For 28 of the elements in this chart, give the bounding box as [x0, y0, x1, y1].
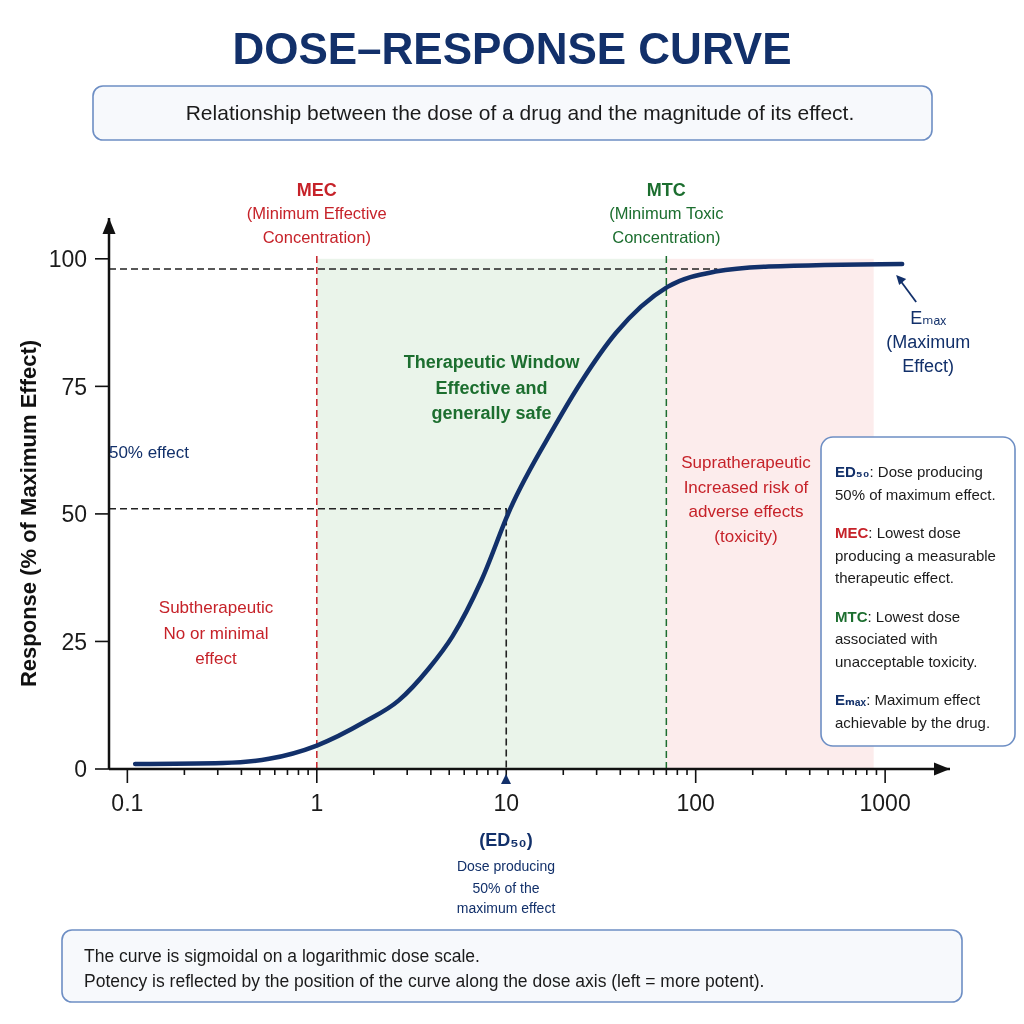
- annotation: Subtherapeutic No or minimal effect: [158, 598, 274, 668]
- text: Dose producing 50% of the maximum effect: [456, 858, 556, 916]
- text: (ED₅₀): [479, 830, 533, 850]
- annotation: Eₘₐₓ (Maximum Effect): [886, 307, 971, 376]
- annotation: MTC: Lowest dose associated with unacceptable toxicity.: [835, 607, 978, 670]
- y-tick-label: 25: [61, 628, 87, 655]
- y-axis-title: Response (% of Maximum Effect): [16, 339, 41, 688]
- y-tick-label: 100: [48, 246, 87, 273]
- band-label: Supratherapeutic Increased risk of adverse effects (toxicity): [681, 453, 812, 547]
- annotation: Eₘₐₓ: Maximum effect achievable by the drug.: [835, 691, 991, 731]
- chart-subtitle: Relationship between the dose of a drug and the magnitude of its effect.: [185, 101, 855, 124]
- y-tick-label: 50: [61, 501, 87, 528]
- x-tick-label: 1: [310, 790, 324, 816]
- y-tick-label: 0: [74, 756, 87, 783]
- chart-title: DOSE–RESPONSE CURVE: [232, 24, 792, 73]
- y-tick-label: 75: [61, 373, 87, 400]
- x-tick-label: 0.1: [111, 790, 144, 816]
- text: Potency is reflected by the position of the curve along the dose axis (left = more potent).: [84, 971, 765, 991]
- text: The curve is sigmoidal on a logarithmic dose scale.: [84, 946, 480, 966]
- x-tick-label: 100: [676, 790, 715, 816]
- annotation: ED₅₀: Dose producing 50% of maximum effect.: [835, 463, 996, 503]
- annotation: 50% effect: [108, 442, 190, 462]
- x-tick-label: 1000: [859, 790, 911, 816]
- annotation: MEC: Lowest dose producing a measurable therapeutic effect.: [835, 524, 996, 586]
- x-tick-label: 10: [493, 790, 520, 816]
- band-label: Therapeutic Window Effective and generally safe: [403, 352, 581, 423]
- ref-line-label: MEC (Minimum Effective Concentration): [246, 179, 387, 246]
- ref-line-label: MTC (Minimum Toxic Concentration): [609, 179, 724, 246]
